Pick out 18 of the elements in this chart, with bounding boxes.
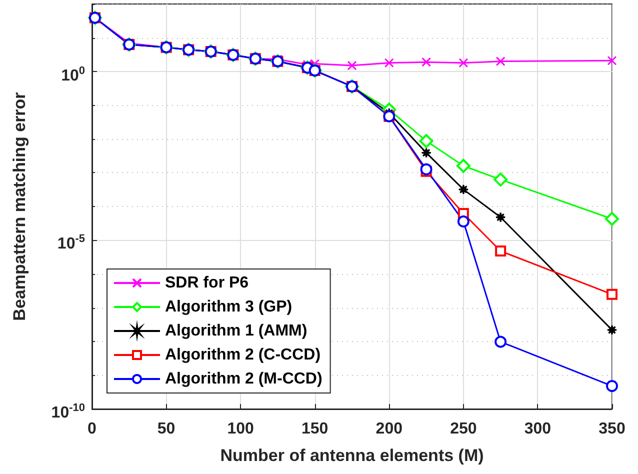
x-tick-label: 100 [227,420,254,438]
y-tick-label: 10$^{-5}$ [57,232,85,255]
x-tick-label: 50 [157,420,176,438]
x-tick-label: 350 [598,420,626,438]
x-tick-label: 150 [302,420,328,438]
y-tick-label: 10$^{-10}$ [51,401,85,424]
legend-label: Algorithm 2 (C-CCD) [165,346,321,364]
legend-label: SDR for P6 [165,274,249,292]
x-tick-label: 250 [450,420,477,438]
x-tick-label: 300 [524,420,552,438]
legend-label: Algorithm 1 (AMM) [165,322,308,340]
x-tick-label: 200 [376,420,403,438]
x-tick-label: 0 [88,420,97,438]
legend-label: Algorithm 3 (GP) [165,298,292,316]
y-axis-title: Beampattern matching error [10,92,29,321]
y-tick-label: 10$^{0}$ [61,64,85,86]
legend-label: Algorithm 2 (M-CCD) [165,370,322,388]
x-axis-title: Number of antenna elements (M) [220,446,484,465]
